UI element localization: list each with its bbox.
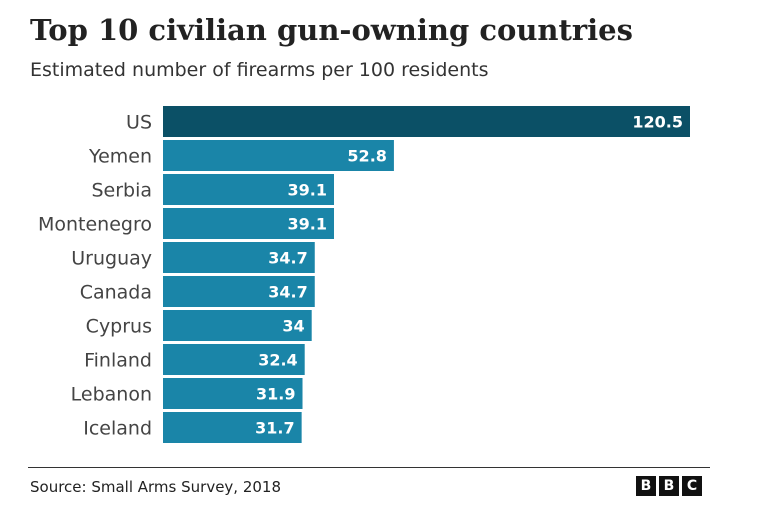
value-label-cyprus: 34 bbox=[282, 317, 304, 336]
category-label-uruguay: Uruguay bbox=[71, 248, 152, 270]
category-label-canada: Canada bbox=[80, 282, 152, 304]
bar-us bbox=[163, 106, 690, 137]
bar-canada bbox=[163, 276, 315, 307]
value-label-canada: 34.7 bbox=[268, 283, 307, 302]
bbc-logo: B B C bbox=[636, 476, 702, 496]
value-label-serbia: 39.1 bbox=[288, 181, 327, 200]
bar-finland bbox=[163, 344, 305, 375]
logo-letter-b2: B bbox=[659, 476, 679, 496]
logo-letter-b1: B bbox=[636, 476, 656, 496]
category-label-montenegro: Montenegro bbox=[38, 214, 152, 236]
category-label-finland: Finland bbox=[84, 350, 152, 372]
category-label-lebanon: Lebanon bbox=[71, 384, 152, 406]
value-label-finland: 32.4 bbox=[258, 351, 297, 370]
category-label-yemen: Yemen bbox=[88, 146, 152, 168]
category-label-us: US bbox=[126, 112, 152, 134]
chart-subtitle: Estimated number of firearms per 100 res… bbox=[30, 59, 489, 81]
value-label-yemen: 52.8 bbox=[347, 147, 386, 166]
category-label-cyprus: Cyprus bbox=[86, 316, 152, 338]
bar-yemen bbox=[163, 140, 394, 171]
bar-uruguay bbox=[163, 242, 315, 273]
value-label-uruguay: 34.7 bbox=[268, 249, 307, 268]
footer-divider bbox=[28, 467, 710, 468]
value-label-lebanon: 31.9 bbox=[256, 385, 295, 404]
category-label-iceland: Iceland bbox=[83, 418, 152, 440]
category-label-serbia: Serbia bbox=[91, 180, 152, 202]
value-label-iceland: 31.7 bbox=[255, 419, 294, 438]
chart-title: Top 10 civilian gun-owning countries bbox=[30, 13, 633, 47]
bar-cyprus bbox=[163, 310, 312, 341]
value-label-montenegro: 39.1 bbox=[288, 215, 327, 234]
bar-lebanon bbox=[163, 378, 303, 409]
bar-serbia bbox=[163, 174, 335, 205]
logo-letter-c: C bbox=[682, 476, 702, 496]
bar-montenegro bbox=[163, 208, 335, 239]
bar-iceland bbox=[163, 412, 302, 443]
source-note: Source: Small Arms Survey, 2018 bbox=[30, 478, 282, 496]
value-label-us: 120.5 bbox=[632, 113, 683, 132]
